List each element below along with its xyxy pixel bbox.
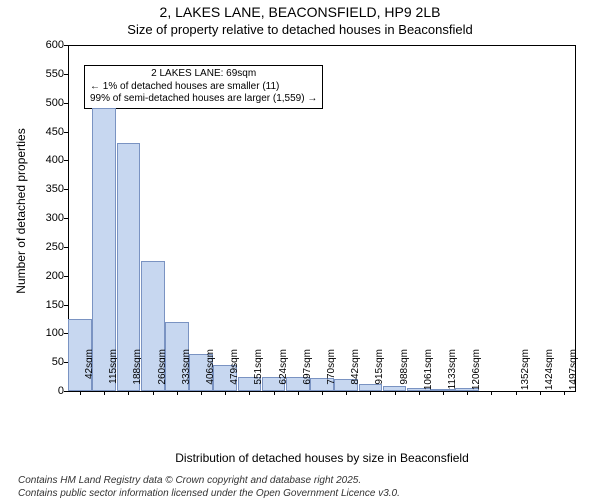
- x-tick-mark: [443, 391, 444, 395]
- annotation-box: 2 LAKES LANE: 69sqm ← 1% of detached hou…: [84, 65, 323, 109]
- x-tick-label: 1497sqm: [568, 349, 579, 395]
- chart-title-line2: Size of property relative to detached ho…: [0, 22, 600, 37]
- y-tick-label: 150: [34, 299, 64, 311]
- y-tick-mark: [64, 391, 68, 392]
- y-tick-label: 0: [34, 385, 64, 397]
- x-tick-mark: [491, 391, 492, 395]
- y-tick-mark: [64, 160, 68, 161]
- y-tick-label: 100: [34, 327, 64, 339]
- chart-title-line1: 2, LAKES LANE, BEACONSFIELD, HP9 2LB: [0, 4, 600, 20]
- y-tick-label: 300: [34, 212, 64, 224]
- y-tick-mark: [64, 45, 68, 46]
- x-axis-label: Distribution of detached houses by size …: [68, 451, 576, 465]
- x-tick-mark: [395, 391, 396, 395]
- annotation-line3: 99% of semi-detached houses are larger (…: [90, 93, 317, 106]
- y-tick-mark: [64, 305, 68, 306]
- x-tick-mark: [80, 391, 81, 395]
- y-tick-label: 500: [34, 97, 64, 109]
- y-tick-label: 400: [34, 154, 64, 166]
- y-tick-mark: [64, 74, 68, 75]
- x-tick-mark: [128, 391, 129, 395]
- y-tick-label: 200: [34, 270, 64, 282]
- x-tick-mark: [225, 391, 226, 395]
- footer-attribution: Contains HM Land Registry data © Crown c…: [18, 475, 400, 500]
- y-tick-label: 550: [34, 68, 64, 80]
- x-tick-mark: [104, 391, 105, 395]
- x-tick-label: 1424sqm: [544, 349, 555, 395]
- x-tick-label: 1352sqm: [520, 349, 531, 395]
- x-tick-mark: [467, 391, 468, 395]
- x-tick-label: 1206sqm: [471, 349, 482, 395]
- y-tick-mark: [64, 189, 68, 190]
- x-tick-mark: [370, 391, 371, 395]
- x-tick-mark: [564, 391, 565, 395]
- y-axis-label: Number of detached properties: [14, 128, 28, 293]
- y-tick-mark: [64, 132, 68, 133]
- y-tick-mark: [64, 276, 68, 277]
- annotation-line1: 2 LAKES LANE: 69sqm: [90, 68, 317, 81]
- chart-area: Number of detached properties Distributi…: [16, 41, 584, 431]
- y-tick-label: 450: [34, 126, 64, 138]
- x-tick-mark: [516, 391, 517, 395]
- annotation-line2: ← 1% of detached houses are smaller (11): [90, 81, 317, 94]
- y-tick-mark: [64, 218, 68, 219]
- x-tick-mark: [153, 391, 154, 395]
- y-tick-label: 250: [34, 241, 64, 253]
- x-tick-mark: [177, 391, 178, 395]
- y-tick-label: 600: [34, 39, 64, 51]
- x-tick-mark: [201, 391, 202, 395]
- x-tick-mark: [540, 391, 541, 395]
- y-tick-mark: [64, 247, 68, 248]
- x-tick-mark: [346, 391, 347, 395]
- x-tick-mark: [298, 391, 299, 395]
- y-tick-mark: [64, 103, 68, 104]
- x-tick-mark: [274, 391, 275, 395]
- x-tick-mark: [249, 391, 250, 395]
- x-tick-mark: [419, 391, 420, 395]
- footer-line1: Contains HM Land Registry data © Crown c…: [18, 475, 400, 488]
- footer-line2: Contains public sector information licen…: [18, 488, 400, 501]
- y-tick-label: 350: [34, 183, 64, 195]
- x-tick-mark: [322, 391, 323, 395]
- y-tick-label: 50: [34, 356, 64, 368]
